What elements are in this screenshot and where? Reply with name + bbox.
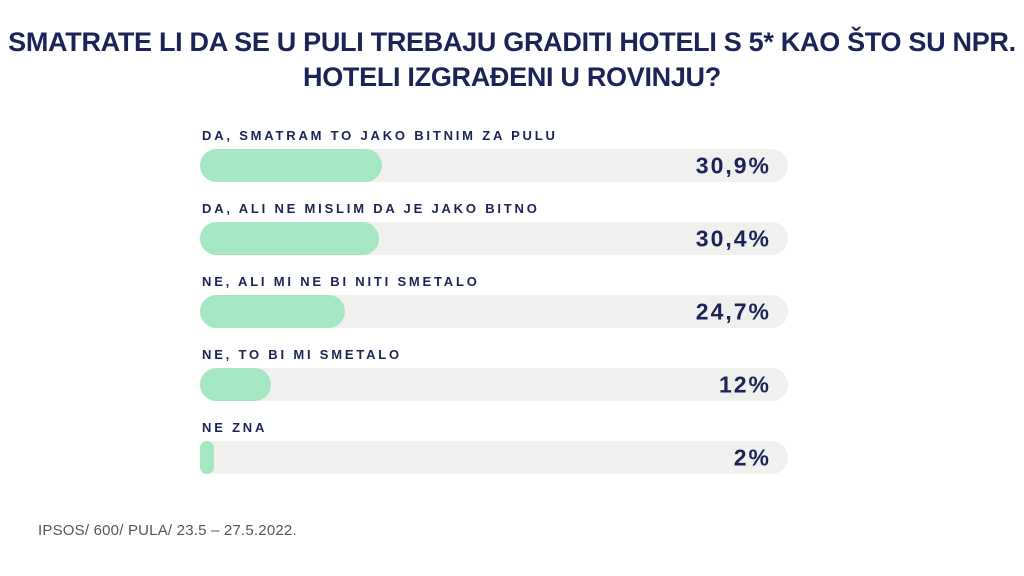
bar-category-label: NE, TO BI MI SMETALO — [202, 347, 402, 362]
chart-title-line-1: SMATRATE LI DA SE U PULI TREBAJU GRADITI… — [8, 27, 1016, 57]
bar-fill — [200, 368, 271, 401]
bar-fill — [200, 295, 346, 328]
bar-category-label: NE ZNA — [202, 420, 268, 435]
bar-category-label: DA, ALI NE MISLIM DA JE JAKO BITNO — [202, 201, 540, 216]
source-note: IPSOS/ 600/ PULA/ 23.5 – 27.5.2022. — [38, 522, 297, 539]
bar-value-label: 30,9% — [695, 152, 771, 178]
bar-row: NE, ALI MI NE BI NITI SMETALO 24,7% — [200, 274, 788, 328]
bar-category-label: NE, ALI MI NE BI NITI SMETALO — [202, 274, 480, 289]
bar-row: DA, ALI NE MISLIM DA JE JAKO BITNO 30,4% — [200, 201, 788, 255]
bar-fill — [200, 441, 214, 474]
bar-row: NE, TO BI MI SMETALO 12% — [200, 347, 788, 401]
bar-row: NE ZNA 2% — [200, 420, 788, 474]
bar-track: 30,4% — [200, 222, 788, 255]
bar-category-label: DA, SMATRAM TO JAKO BITNIM ZA PULU — [202, 128, 558, 143]
bar-value-label: 12% — [718, 371, 771, 397]
bar-value-label: 30,4% — [695, 225, 771, 251]
chart-title-line-2: HOTELI IZGRAĐENI U ROVINJU? — [303, 62, 721, 92]
bar-track: 24,7% — [200, 295, 788, 328]
bar-fill — [200, 149, 382, 182]
bar-track: 2% — [200, 441, 788, 474]
chart-title: SMATRATE LI DA SE U PULI TREBAJU GRADITI… — [0, 25, 1024, 95]
bar-fill — [200, 222, 379, 255]
bar-chart: DA, SMATRAM TO JAKO BITNIM ZA PULU 30,9% D… — [200, 128, 788, 493]
bar-track: 30,9% — [200, 149, 788, 182]
bar-value-label: 24,7% — [695, 298, 771, 324]
bar-row: DA, SMATRAM TO JAKO BITNIM ZA PULU 30,9% — [200, 128, 788, 182]
bar-track: 12% — [200, 368, 788, 401]
bar-value-label: 2% — [733, 444, 771, 470]
